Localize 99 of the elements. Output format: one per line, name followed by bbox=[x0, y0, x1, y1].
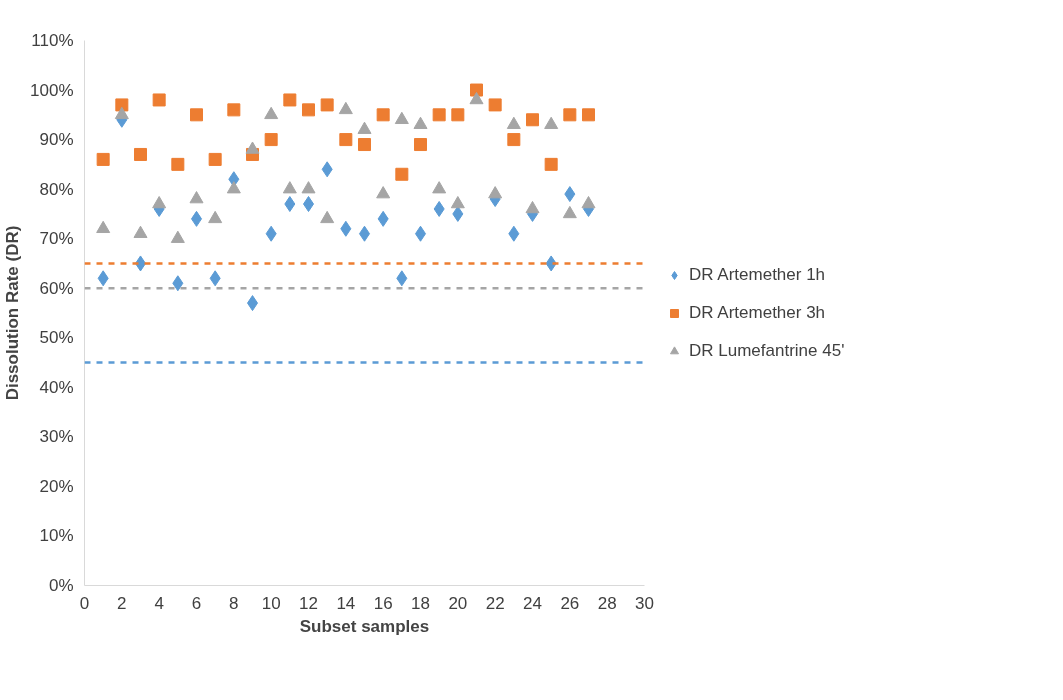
x-tick-label: 22 bbox=[485, 593, 505, 613]
y-tick-label: 10% bbox=[39, 526, 74, 546]
point bbox=[115, 98, 129, 112]
point bbox=[470, 83, 483, 97]
point bbox=[544, 116, 559, 129]
point bbox=[432, 108, 446, 122]
point bbox=[357, 121, 372, 134]
point bbox=[358, 138, 371, 152]
x-tick-label: 8 bbox=[229, 593, 239, 613]
point bbox=[563, 108, 577, 122]
legend-label: DR Artemether 3h bbox=[689, 302, 826, 323]
point bbox=[432, 181, 447, 194]
point bbox=[152, 93, 166, 107]
point bbox=[114, 106, 129, 120]
point bbox=[133, 225, 148, 238]
point bbox=[265, 225, 277, 242]
point bbox=[284, 196, 296, 212]
point bbox=[152, 195, 167, 209]
point bbox=[414, 138, 427, 152]
point bbox=[208, 152, 222, 166]
point bbox=[377, 210, 389, 227]
x-tick-label: 4 bbox=[154, 593, 164, 613]
x-axis-title: Subset samples bbox=[299, 616, 430, 636]
point bbox=[395, 167, 409, 181]
point bbox=[581, 195, 596, 209]
point bbox=[525, 200, 540, 214]
point bbox=[582, 108, 595, 122]
point bbox=[338, 101, 353, 115]
x-tick-label: 24 bbox=[523, 593, 542, 613]
point bbox=[245, 141, 260, 154]
point bbox=[450, 195, 465, 209]
point bbox=[526, 113, 539, 127]
point bbox=[544, 157, 558, 171]
point bbox=[170, 230, 185, 243]
y-tick-label: 100% bbox=[30, 80, 74, 100]
point bbox=[189, 191, 204, 204]
point bbox=[171, 157, 185, 171]
y-tick-label: 50% bbox=[39, 328, 74, 348]
point bbox=[209, 270, 221, 287]
x-tick-label: 12 bbox=[299, 593, 318, 613]
point bbox=[433, 200, 445, 217]
x-tick-label: 30 bbox=[635, 593, 654, 613]
y-tick-label: 20% bbox=[39, 476, 74, 496]
point bbox=[320, 210, 335, 224]
point bbox=[96, 152, 110, 166]
y-tick-label: 40% bbox=[39, 377, 74, 397]
point bbox=[506, 116, 521, 129]
point bbox=[376, 108, 390, 122]
y-tick-label: 0% bbox=[48, 576, 74, 595]
point bbox=[394, 111, 409, 125]
point bbox=[508, 225, 520, 242]
point bbox=[488, 98, 502, 112]
point bbox=[283, 93, 297, 107]
point bbox=[134, 147, 147, 161]
point bbox=[97, 270, 109, 287]
point bbox=[208, 210, 223, 224]
legend-label: DR Artemether 1h bbox=[689, 264, 826, 285]
point bbox=[321, 161, 333, 178]
point bbox=[264, 106, 279, 120]
y-axis-title: Dissolution Rate (DR) bbox=[3, 225, 23, 401]
x-tick-label: 0 bbox=[79, 593, 90, 613]
legend-label: DR Lumefantrine 45' bbox=[689, 340, 845, 361]
x-tick-label: 14 bbox=[336, 593, 356, 613]
point bbox=[452, 205, 464, 222]
point bbox=[264, 133, 278, 147]
y-tick-label: 30% bbox=[39, 427, 74, 447]
x-tick-label: 18 bbox=[411, 593, 430, 613]
point bbox=[96, 220, 111, 234]
point bbox=[413, 116, 428, 129]
x-tick-label: 26 bbox=[560, 593, 580, 613]
point bbox=[190, 108, 203, 122]
x-tick-label: 28 bbox=[597, 593, 617, 613]
point bbox=[451, 108, 465, 122]
x-tick-label: 16 bbox=[373, 593, 393, 613]
y-tick-label: 110% bbox=[31, 31, 74, 50]
y-tick-label: 90% bbox=[39, 130, 74, 150]
point bbox=[376, 186, 391, 199]
x-tick-label: 6 bbox=[191, 593, 202, 613]
point bbox=[469, 91, 484, 105]
point bbox=[339, 133, 353, 147]
point bbox=[172, 275, 184, 292]
point bbox=[507, 133, 521, 147]
point bbox=[488, 186, 503, 199]
y-tick-label: 60% bbox=[39, 278, 74, 298]
point bbox=[562, 205, 577, 219]
point bbox=[340, 220, 352, 237]
x-tick-label: 20 bbox=[448, 593, 468, 613]
y-tick-label: 70% bbox=[39, 229, 74, 249]
y-tick-label: 80% bbox=[39, 179, 74, 199]
point bbox=[320, 98, 334, 112]
point bbox=[282, 181, 297, 194]
point bbox=[302, 103, 315, 117]
x-tick-label: 2 bbox=[117, 593, 127, 613]
point bbox=[564, 186, 576, 203]
point bbox=[227, 103, 241, 117]
point bbox=[396, 270, 408, 287]
point bbox=[301, 181, 316, 194]
point bbox=[226, 181, 241, 194]
x-tick-label: 10 bbox=[261, 593, 281, 613]
